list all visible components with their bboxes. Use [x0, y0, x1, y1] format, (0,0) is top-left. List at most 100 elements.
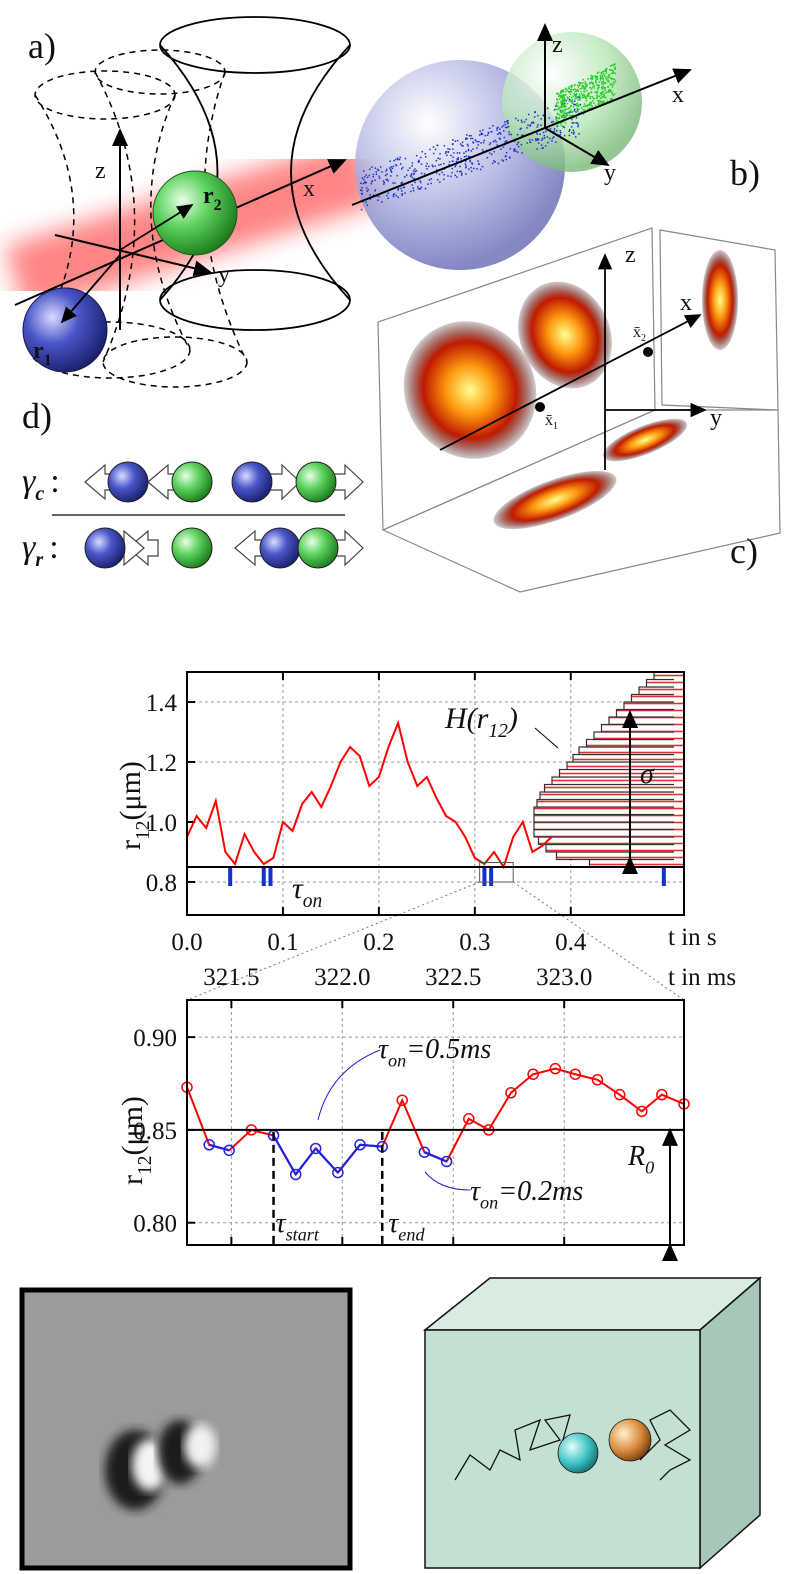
dot [514, 117, 517, 120]
zoom-box [479, 862, 514, 883]
dot [455, 164, 457, 166]
dot [508, 133, 511, 136]
dot [468, 135, 471, 137]
dot [479, 168, 482, 171]
histogram-bar [555, 851, 685, 861]
dot [460, 144, 463, 147]
dot [471, 137, 474, 140]
dot [521, 152, 523, 154]
y-tick-label: 1.2 [146, 750, 177, 777]
dot [403, 186, 406, 188]
dot [465, 173, 467, 175]
dot [371, 180, 373, 182]
dot [565, 112, 567, 115]
dot [563, 99, 566, 102]
marker [354, 1139, 366, 1151]
dot [415, 154, 418, 157]
dot [607, 76, 610, 79]
dot [395, 164, 398, 167]
dot [583, 96, 585, 98]
dot [391, 167, 394, 170]
dot [502, 124, 505, 127]
dot [438, 164, 440, 166]
on-event [482, 867, 487, 886]
dot [465, 155, 467, 157]
dot [566, 96, 569, 98]
dot [611, 98, 613, 100]
axis-label: z [95, 158, 106, 184]
dot [568, 130, 570, 133]
dot [491, 162, 494, 165]
dot [556, 119, 558, 122]
y-tick-label: 0.90 [133, 1025, 177, 1052]
dot [441, 171, 443, 174]
dot [494, 161, 496, 163]
dot [601, 86, 603, 89]
dot [555, 116, 557, 118]
dot [447, 147, 449, 150]
dot [478, 163, 480, 165]
dot [418, 160, 420, 163]
dot [581, 85, 584, 87]
dot [505, 158, 507, 161]
dot [470, 150, 472, 152]
dot [530, 122, 533, 124]
dot [386, 173, 388, 175]
dot [592, 83, 594, 86]
dot [561, 104, 564, 107]
dot [535, 138, 537, 140]
dot [540, 144, 543, 146]
dot [392, 193, 395, 196]
dot [575, 117, 578, 119]
dot [411, 162, 414, 164]
dot [490, 130, 493, 133]
dot [564, 108, 567, 111]
histogram-bar [585, 738, 685, 748]
label-part: r [35, 549, 43, 571]
marker [656, 1088, 668, 1101]
dot [488, 127, 491, 129]
dot [425, 165, 427, 167]
dot [439, 153, 441, 155]
dot [574, 136, 577, 138]
dot [559, 122, 562, 125]
dot [432, 165, 434, 168]
dot [604, 92, 607, 94]
label-part: : [49, 529, 58, 566]
dot [593, 102, 595, 104]
histogram-bar [615, 708, 685, 718]
dot [472, 167, 475, 170]
dot [605, 76, 608, 79]
dot [607, 79, 609, 81]
dot [558, 98, 561, 100]
dot [517, 141, 519, 144]
dot [537, 142, 540, 144]
dot [594, 91, 596, 93]
label-part: 2 [641, 333, 646, 344]
dot [430, 178, 433, 180]
dot [563, 96, 566, 99]
dot [502, 146, 505, 148]
dot [601, 101, 604, 103]
dot [517, 145, 520, 148]
dot [568, 111, 570, 114]
dot [560, 124, 562, 126]
dot [446, 154, 448, 157]
dot [571, 84, 573, 86]
dot [595, 94, 598, 97]
dot [481, 133, 484, 135]
dot [568, 95, 571, 98]
dot [420, 181, 422, 184]
dot [611, 91, 613, 93]
dot [361, 177, 364, 179]
dot [597, 91, 599, 93]
dot [565, 88, 567, 91]
dot [608, 80, 610, 82]
dot [366, 176, 369, 179]
dot [549, 128, 552, 130]
dot [378, 177, 381, 179]
dot [574, 90, 577, 93]
dot [609, 65, 612, 67]
dot [365, 201, 367, 204]
dot [596, 92, 598, 95]
